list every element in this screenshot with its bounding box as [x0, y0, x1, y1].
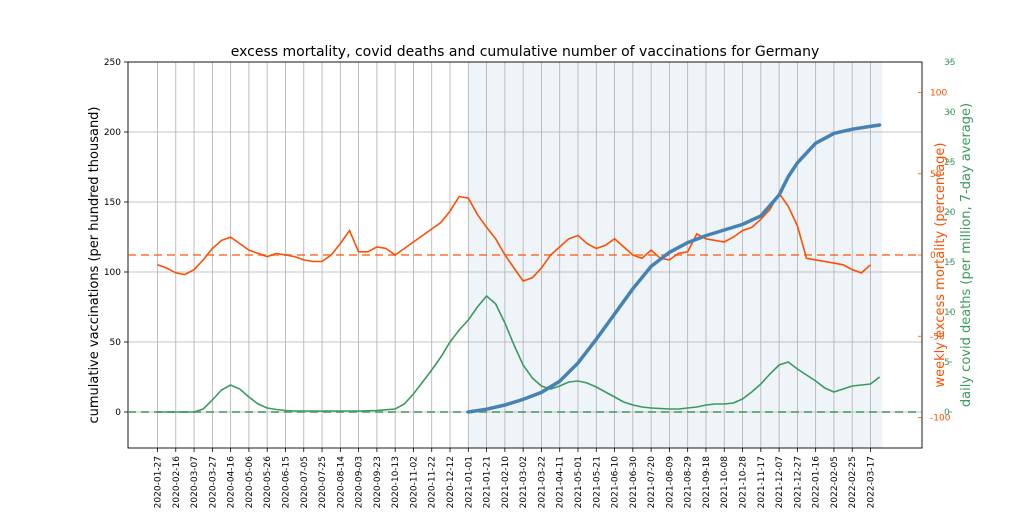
- y-right2-tick-label: 5: [944, 358, 950, 368]
- y-left-tick-label: 0: [115, 408, 121, 418]
- x-tick-label: 2021-10-28: [739, 456, 749, 509]
- x-tick-label: 2020-11-22: [428, 456, 438, 508]
- excess-mortality-line: [157, 191, 872, 282]
- y-right2-tick-label: 20: [944, 208, 956, 218]
- x-tick-label: 2021-06-10: [611, 456, 621, 509]
- x-tick-label: 2020-09-03: [355, 456, 365, 508]
- y-right1-tick-label: 50: [930, 170, 942, 180]
- y-left-tick-label: 250: [104, 58, 121, 68]
- y-left-tick-label: 100: [104, 268, 121, 278]
- y-right2-axis-label: daily covid deaths (per million, 7-day a…: [959, 103, 974, 407]
- x-tick-label: 2020-09-23: [373, 456, 383, 508]
- x-tick-label: 2020-08-14: [336, 456, 346, 509]
- x-tick-label: 2020-01-27: [154, 456, 164, 508]
- y-right2-tick-label: 25: [944, 158, 955, 168]
- x-tick-label: 2021-02-10: [501, 456, 511, 509]
- y-right2-tick-label: 0: [944, 408, 950, 418]
- x-tick-label: 2021-07-20: [647, 456, 657, 509]
- x-tick-label: 2022-02-05: [830, 456, 840, 508]
- x-tick-label: 2020-03-07: [190, 456, 200, 508]
- x-tick-label: 2021-09-18: [702, 456, 712, 509]
- x-tick-label: 2020-11-02: [409, 456, 419, 508]
- x-tick-label: 2021-06-30: [629, 456, 639, 509]
- x-tick-label: 2020-04-16: [227, 456, 237, 509]
- y-right1-tick-label: -50: [930, 332, 945, 342]
- y-right1-axis-label: weekly excess mortality (percentage): [933, 143, 948, 388]
- x-tick-label: 2021-12-07: [775, 456, 785, 508]
- covid-deaths-line: [157, 294, 881, 413]
- x-tick-label: 2021-03-02: [519, 456, 529, 508]
- x-tick-label: 2021-08-09: [665, 456, 675, 509]
- x-tick-label: 2021-12-27: [793, 456, 803, 508]
- y-left-tick-label: 200: [104, 128, 121, 138]
- x-tick-label: 2021-05-01: [574, 456, 584, 508]
- y-left-axis-label: cumulative vaccinations (per hundred tho…: [87, 106, 102, 423]
- y-right2-tick-label: 30: [944, 108, 956, 118]
- x-tick-label: 2021-11-17: [757, 456, 767, 508]
- x-tick-label: 2021-01-21: [483, 456, 493, 508]
- x-tick-label: 2021-03-22: [537, 456, 547, 508]
- x-tick-label: 2022-03-17: [867, 456, 877, 508]
- x-tick-label: 2020-06-15: [281, 456, 291, 508]
- x-tick-label: 2020-05-26: [263, 456, 273, 509]
- x-tick-label: 2022-02-25: [848, 456, 858, 508]
- y-left-tick-label: 50: [110, 338, 122, 348]
- x-tick-label: 2020-07-25: [318, 456, 328, 508]
- x-tick-label: 2021-10-08: [720, 456, 730, 509]
- x-tick-label: 2020-03-27: [208, 456, 218, 508]
- y-right1-tick-label: 100: [930, 89, 947, 99]
- x-tick-label: 2021-08-29: [684, 456, 694, 509]
- y-right2-tick-label: 10: [944, 308, 956, 318]
- x-tick-label: 2020-07-05: [300, 456, 310, 508]
- x-tick-label: 2020-10-13: [391, 456, 401, 508]
- y-right2-tick-label: 35: [944, 58, 955, 68]
- chart-title: excess mortality, covid deaths and cumul…: [231, 44, 820, 60]
- x-tick-label: 2022-01-16: [812, 456, 822, 509]
- x-tick-label: 2020-05-06: [245, 456, 255, 509]
- vaccinations-line: [466, 123, 882, 414]
- y-right1-tick-label: -100: [930, 414, 951, 424]
- x-tick-label: 2021-01-01: [464, 456, 474, 508]
- y-right1-tick-label: 0: [930, 251, 936, 261]
- x-tick-label: 2021-04-11: [556, 456, 566, 508]
- x-tick-label: 2021-05-21: [592, 456, 602, 508]
- x-tick-label: 2020-02-16: [172, 456, 182, 509]
- x-tick-label: 2020-12-12: [446, 456, 456, 508]
- y-right2-tick-label: 15: [944, 258, 955, 268]
- y-left-tick-label: 150: [104, 198, 121, 208]
